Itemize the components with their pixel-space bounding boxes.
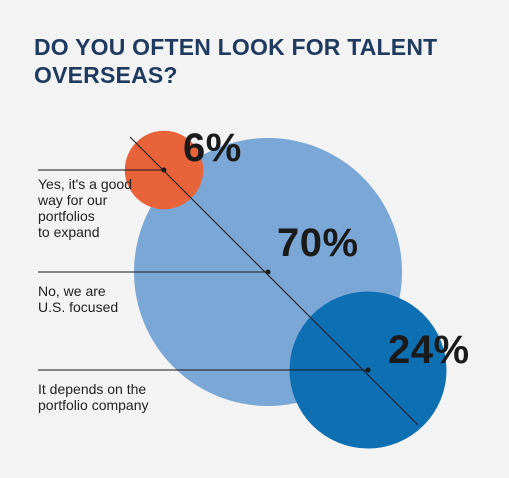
value-label-no: 70% [277,221,359,265]
leaders-group [38,167,371,373]
category-label-depends: It depends on the portfolio company [38,381,149,413]
diagonal-line [129,136,419,426]
category-label-yes: Yes, it's a good way for our portfolios … [38,176,133,240]
value-label-depends: 24% [388,328,470,372]
leader-dot-yes [161,167,167,173]
leader-dot-no [265,269,271,275]
bubbles-group [124,130,447,449]
leader-dot-depends [365,367,371,373]
value-label-yes: 6% [183,126,242,170]
chart-title: DO YOU OFTEN LOOK FOR TALENT OVERSEAS? [34,34,438,88]
category-label-no: No, we are U.S. focused [38,283,119,315]
